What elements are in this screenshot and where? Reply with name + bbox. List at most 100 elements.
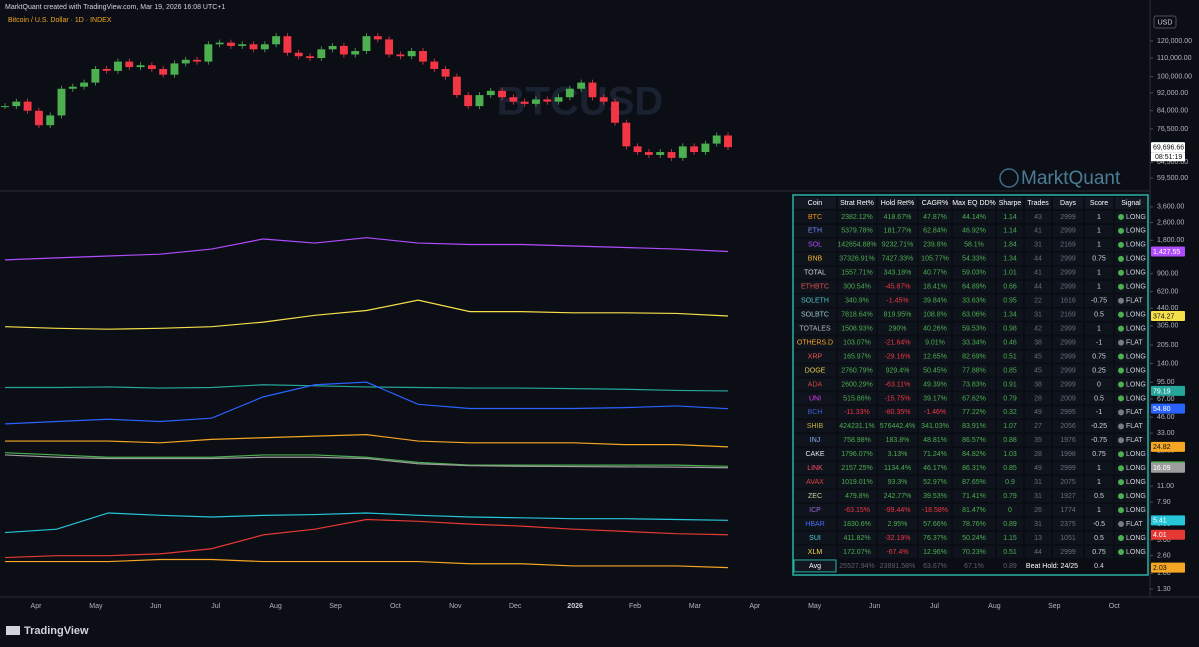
table-cell (878, 210, 917, 223)
candle (611, 101, 619, 123)
table-cell (794, 252, 836, 265)
table-cell (794, 518, 836, 531)
table-cell-text: TOTAL (804, 270, 826, 277)
x-tick-label: Oct (390, 603, 401, 610)
table-cell (1115, 490, 1147, 503)
price-badge (1151, 403, 1185, 414)
table-cell-text: 0.5 (1094, 535, 1104, 542)
table-cell-text: 1 (1097, 507, 1101, 514)
table-cell (953, 252, 995, 265)
table-cell-text: 0.79 (1003, 493, 1017, 500)
table-cell (1053, 504, 1083, 517)
equity-line (4, 381, 729, 425)
table-cell-text: -80.35% (884, 409, 910, 416)
table-cell (794, 532, 836, 544)
price-badge (1151, 462, 1185, 473)
table-cell-text: 31 (1034, 493, 1042, 500)
table-cell-text: FLAT (1126, 437, 1143, 444)
table-cell (794, 392, 836, 405)
table-cell-text: 59.03% (962, 270, 986, 277)
table-cell (1085, 476, 1113, 489)
table-cell-text: 1 (1097, 228, 1101, 235)
table-cell-text: 39.84% (923, 298, 947, 305)
equity-line (4, 299, 729, 330)
table-cell-text: LONG (1126, 353, 1146, 360)
table-cell-text: 0.89 (1003, 521, 1017, 528)
table-cell (1115, 532, 1147, 544)
table-header: Trades (1027, 200, 1049, 207)
table-cell-text: 1.34 (1003, 256, 1017, 263)
table-cell (919, 518, 951, 531)
table-cell-text: XRP (808, 353, 823, 360)
table-cell-text: XLM (808, 549, 823, 556)
table-cell (1115, 364, 1147, 377)
table-cell (794, 322, 836, 335)
candle (531, 99, 540, 104)
table-cell (878, 392, 917, 405)
signal-dot (1118, 297, 1124, 304)
table-cell (1025, 518, 1051, 531)
table-cell (997, 532, 1023, 544)
table-cell (838, 378, 876, 391)
table-cell-text: 2999 (1060, 270, 1076, 277)
table-cell-text: 52.97% (923, 479, 947, 486)
table-cell-text: 2382.12% (841, 214, 873, 221)
table-cell-text: SOLBTC (801, 312, 829, 319)
table-cell (919, 322, 951, 335)
table-cell-text: 46.92% (962, 228, 986, 235)
table-cell-text: 50.24% (962, 535, 986, 542)
table-cell (1025, 308, 1051, 321)
table-cell-text: 31 (1034, 242, 1042, 249)
signal-dot (1118, 339, 1124, 346)
table-cell (1085, 490, 1113, 503)
x-tick-label: Jun (150, 603, 161, 610)
table-cell (878, 224, 917, 237)
table-cell (1053, 434, 1083, 447)
table-cell (953, 420, 995, 433)
table-cell (1115, 210, 1147, 223)
table-cell-text: FLAT (1126, 298, 1143, 305)
table-cell-text: 3.13% (888, 451, 908, 458)
table-cell (919, 448, 951, 461)
table-cell-text: 87.65% (962, 479, 986, 486)
table-cell (838, 434, 876, 447)
candle (712, 135, 721, 144)
table-cell (794, 504, 836, 517)
table-cell (1025, 322, 1051, 335)
table-cell-text: 70.23% (962, 549, 986, 556)
x-tick-label: Aug (988, 603, 1001, 610)
table-cell-text: 341.03% (921, 423, 949, 430)
table-cell (878, 448, 917, 461)
signal-dot (1118, 367, 1124, 374)
table-cell-text: 1927 (1060, 493, 1076, 500)
y-tick-label: 120,000.00 (1157, 38, 1192, 45)
table-cell-text: -99.44% (884, 507, 910, 514)
y-tick-label: 76,500.00 (1157, 126, 1188, 133)
table-cell-text: AVAX (806, 479, 824, 486)
table-cell (997, 294, 1023, 307)
candle (656, 152, 665, 155)
signal-dot (1118, 548, 1124, 555)
table-cell-text: 44 (1034, 549, 1042, 556)
table-cell-text: 1 (1097, 270, 1101, 277)
table-cell (1115, 434, 1147, 447)
price-badge (1151, 515, 1185, 526)
table-cell-text: 43 (1034, 214, 1042, 221)
candle (249, 44, 258, 50)
candle (23, 101, 32, 111)
table-cell (1115, 224, 1147, 237)
table-cell-text: 1.07 (1003, 423, 1017, 430)
table-cell-text: LONG (1126, 325, 1146, 332)
table-cell (997, 504, 1023, 517)
table-cell (1085, 266, 1113, 279)
candle (226, 42, 235, 46)
table-cell-text: 2075 (1060, 479, 1076, 486)
table-cell (1053, 364, 1083, 377)
y-tick-label: 1.80 (1157, 570, 1171, 577)
table-cell-text: 5379.78% (841, 228, 873, 235)
table-cell-text: 22 (1034, 298, 1042, 305)
table-cell-text: 39.17% (923, 395, 947, 402)
table-cell (919, 406, 951, 419)
table-cell (953, 294, 995, 307)
table-cell-text: TOTALES (799, 325, 831, 332)
